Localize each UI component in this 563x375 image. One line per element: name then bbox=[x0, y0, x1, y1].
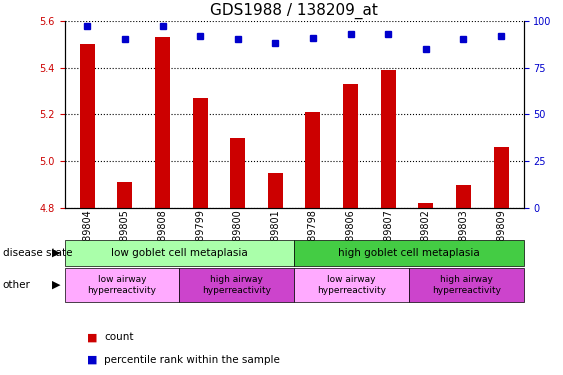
Text: low airway
hyperreactivity: low airway hyperreactivity bbox=[317, 275, 386, 295]
Bar bbox=[418, 204, 434, 208]
Bar bbox=[343, 84, 358, 208]
Bar bbox=[409, 268, 524, 302]
Text: ▶: ▶ bbox=[52, 280, 61, 290]
Text: other: other bbox=[3, 280, 31, 290]
Text: disease state: disease state bbox=[3, 248, 72, 258]
Bar bbox=[230, 138, 245, 208]
Bar bbox=[65, 240, 294, 266]
Bar bbox=[193, 98, 208, 208]
Bar bbox=[494, 147, 508, 208]
Bar bbox=[80, 44, 95, 208]
Text: high goblet cell metaplasia: high goblet cell metaplasia bbox=[338, 248, 480, 258]
Bar bbox=[268, 173, 283, 208]
Text: high airway
hyperreactivity: high airway hyperreactivity bbox=[432, 275, 501, 295]
Bar bbox=[381, 70, 396, 208]
Bar bbox=[294, 268, 409, 302]
Bar bbox=[155, 37, 170, 208]
Text: ■: ■ bbox=[87, 333, 98, 342]
Text: ▶: ▶ bbox=[52, 248, 61, 258]
Bar bbox=[456, 185, 471, 208]
Text: high airway
hyperreactivity: high airway hyperreactivity bbox=[202, 275, 271, 295]
Bar bbox=[180, 268, 294, 302]
Text: count: count bbox=[104, 333, 133, 342]
Text: low goblet cell metaplasia: low goblet cell metaplasia bbox=[111, 248, 248, 258]
Bar bbox=[118, 182, 132, 208]
Bar bbox=[65, 268, 180, 302]
Bar bbox=[306, 112, 320, 208]
Title: GDS1988 / 138209_at: GDS1988 / 138209_at bbox=[210, 3, 378, 19]
Text: percentile rank within the sample: percentile rank within the sample bbox=[104, 355, 280, 365]
Bar bbox=[294, 240, 524, 266]
Text: ■: ■ bbox=[87, 355, 98, 365]
Text: low airway
hyperreactivity: low airway hyperreactivity bbox=[88, 275, 157, 295]
